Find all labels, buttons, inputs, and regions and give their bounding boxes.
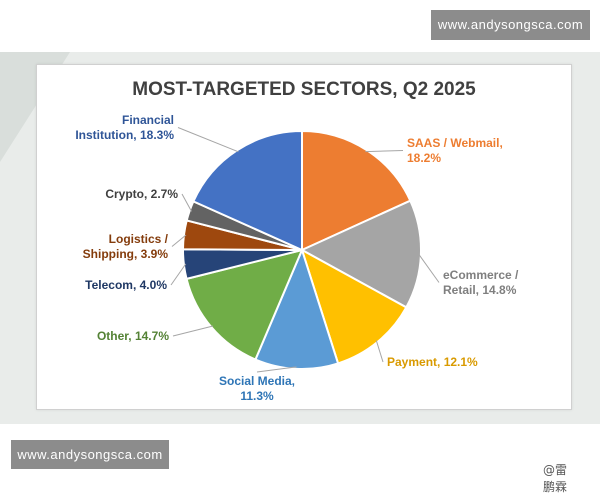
- leader-line: [256, 366, 297, 373]
- leader-line: [171, 234, 187, 247]
- leader-lines: [170, 127, 440, 373]
- pie-slice: [254, 247, 340, 370]
- slice-label: Payment, 12.1%: [387, 355, 478, 369]
- slice-label: Logistics / Shipping, 3.9%: [83, 232, 169, 261]
- leader-line: [418, 254, 440, 283]
- slice-label-line: Shipping, 3.9%: [83, 247, 169, 261]
- leader-line: [170, 263, 187, 286]
- pie-slice: [192, 129, 303, 252]
- pie-slice: [300, 247, 408, 365]
- slice-label-line: Telecom, 4.0%: [85, 278, 167, 292]
- slice-label-line: Financial: [122, 113, 174, 127]
- leader-line: [365, 150, 404, 153]
- slice-label: Social Media, 11.3%: [219, 374, 295, 403]
- slice-label-line: Retail, 14.8%: [443, 283, 517, 297]
- chart-title: MOST-TARGETED SECTORS, Q2 2025: [132, 79, 476, 100]
- slice-label-line: Payment, 12.1%: [387, 355, 478, 369]
- chart-card: MOST-TARGETED SECTORS, Q2 2025 SAAS / We…: [36, 64, 572, 494]
- leader-line: [375, 340, 384, 363]
- pie-slice: [301, 129, 412, 252]
- slice-label: Telecom, 4.0%: [85, 278, 167, 292]
- slice-label-line: 11.3%: [240, 389, 274, 403]
- pie-slice: [299, 199, 422, 309]
- slice-label-line: 18.2%: [407, 151, 441, 165]
- leader-line: [181, 193, 192, 212]
- credit-watermark: @雷鹏霖: [543, 463, 568, 494]
- slice-label-line: SAAS / Webmail,: [407, 136, 503, 150]
- slice-label: Financial Institution, 18.3%: [75, 113, 174, 142]
- slice-label-line: Institution, 18.3%: [75, 128, 174, 142]
- slice-label: eCommerce / Retail, 14.8%: [443, 268, 519, 297]
- watermark-bottom: www.andysongsca.com: [11, 440, 169, 469]
- slice-label: SAAS / Webmail, 18.2%: [407, 136, 503, 165]
- pie-chart: MOST-TARGETED SECTORS, Q2 2025 SAAS / We…: [75, 79, 519, 403]
- slice-label-line: Logistics /: [109, 232, 169, 246]
- pie-slice: [185, 248, 304, 361]
- leader-line: [172, 325, 214, 337]
- leader-line: [177, 127, 239, 153]
- slice-label: Other, 14.7%: [97, 329, 169, 343]
- pie-slices: [181, 129, 422, 370]
- data-labels: SAAS / Webmail, 18.2% eCommerce / Retail, 1…: [75, 113, 519, 403]
- watermark-top: www.andysongsca.com: [431, 10, 590, 40]
- slice-label-line: eCommerce /: [443, 268, 519, 282]
- slice-label-line: Crypto, 2.7%: [105, 187, 178, 201]
- slice-label: Crypto, 2.7%: [105, 187, 178, 201]
- slice-label-line: Social Media,: [219, 374, 295, 388]
- slice-label-line: Other, 14.7%: [97, 329, 169, 343]
